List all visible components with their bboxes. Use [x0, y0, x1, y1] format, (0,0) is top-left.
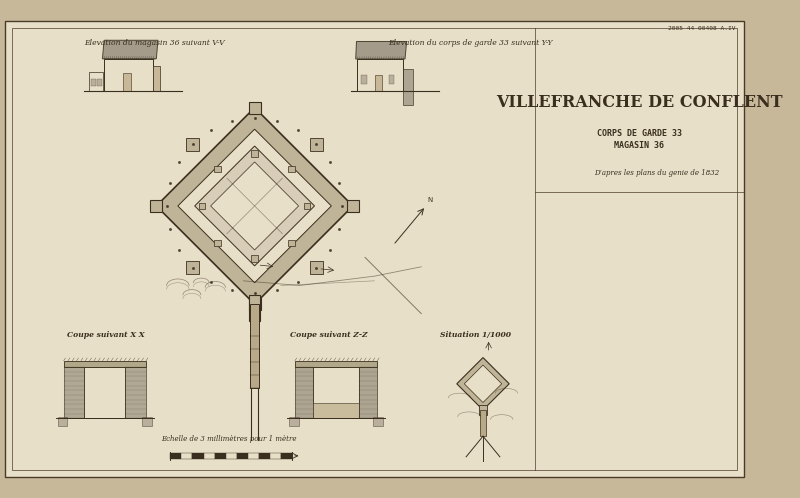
Polygon shape: [194, 146, 314, 266]
Bar: [226, 453, 237, 459]
Text: D’apres les plans du genie de 1832: D’apres les plans du genie de 1832: [594, 169, 720, 177]
Text: VILLEFRANCHE DE CONFLENT: VILLEFRANCHE DE CONFLENT: [496, 95, 782, 112]
Polygon shape: [210, 162, 298, 250]
Polygon shape: [150, 200, 162, 212]
Bar: [249, 295, 260, 321]
Bar: [98, 79, 102, 86]
Text: 2005 44 00408 A.IV: 2005 44 00408 A.IV: [668, 26, 736, 31]
Bar: [170, 453, 182, 459]
Bar: [270, 453, 281, 459]
Polygon shape: [249, 298, 261, 310]
Bar: [64, 367, 84, 418]
Bar: [313, 403, 359, 418]
Bar: [313, 367, 359, 418]
Polygon shape: [347, 200, 359, 212]
Text: Echelle de 3 millimètres pour 1 mètre: Echelle de 3 millimètres pour 1 mètre: [162, 435, 297, 443]
Bar: [250, 304, 259, 388]
Bar: [389, 75, 394, 85]
Bar: [203, 453, 214, 459]
Bar: [281, 453, 292, 459]
Bar: [90, 79, 96, 86]
Bar: [214, 453, 226, 459]
Polygon shape: [464, 365, 502, 402]
Bar: [251, 150, 258, 157]
Bar: [153, 66, 160, 91]
Polygon shape: [178, 129, 331, 283]
Text: Situation 1/1000: Situation 1/1000: [440, 331, 511, 339]
Text: Elevation du corps de garde 33 suivant Y-Y: Elevation du corps de garde 33 suivant Y…: [389, 39, 553, 47]
Text: CORPS DE GARDE 33: CORPS DE GARDE 33: [597, 129, 682, 138]
Text: Coupe suivant Z-Z: Coupe suivant Z-Z: [290, 331, 368, 339]
Bar: [310, 137, 323, 150]
Polygon shape: [356, 41, 406, 59]
Polygon shape: [457, 358, 510, 410]
Bar: [58, 416, 67, 426]
Bar: [403, 69, 413, 105]
Bar: [89, 72, 103, 91]
Polygon shape: [102, 40, 158, 59]
Bar: [104, 59, 153, 91]
Bar: [248, 453, 259, 459]
Bar: [84, 367, 126, 418]
Bar: [295, 367, 313, 418]
Bar: [479, 405, 486, 415]
Bar: [251, 255, 258, 261]
Bar: [259, 453, 270, 459]
Bar: [480, 410, 486, 436]
Bar: [304, 203, 310, 209]
Bar: [290, 416, 298, 426]
Polygon shape: [249, 102, 261, 114]
Bar: [214, 240, 221, 247]
Bar: [122, 73, 131, 91]
Polygon shape: [156, 108, 353, 304]
Bar: [374, 416, 383, 426]
Bar: [186, 261, 199, 274]
Text: Elevation du magasin 36 suivant V-V: Elevation du magasin 36 suivant V-V: [84, 39, 225, 47]
Bar: [126, 367, 146, 418]
Bar: [142, 416, 152, 426]
Text: N: N: [428, 197, 433, 203]
Bar: [358, 59, 403, 91]
Bar: [182, 453, 193, 459]
Bar: [359, 367, 378, 418]
Bar: [288, 166, 295, 172]
Bar: [288, 240, 295, 247]
Bar: [310, 261, 323, 274]
Bar: [361, 75, 366, 85]
Bar: [186, 137, 199, 150]
Bar: [199, 203, 206, 209]
Bar: [64, 361, 146, 367]
Bar: [193, 453, 203, 459]
Text: Coupe suivant X X: Coupe suivant X X: [67, 331, 145, 339]
Bar: [295, 361, 378, 367]
Bar: [375, 75, 382, 91]
Bar: [214, 166, 221, 172]
Bar: [237, 453, 248, 459]
Text: MAGASIN 36: MAGASIN 36: [614, 140, 664, 149]
